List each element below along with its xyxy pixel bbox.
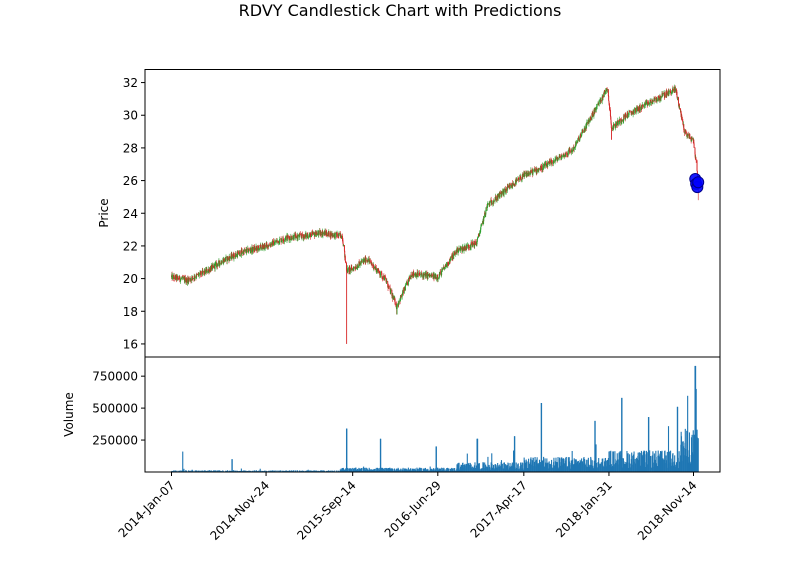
volume-panel: 250000 500000 750000 2014-Jan-07 2014-Nov-2… <box>62 357 720 543</box>
date-x-tick-label: 2014-Nov-24 <box>207 478 272 543</box>
volume-bar <box>621 398 622 472</box>
volume-bars <box>171 366 699 472</box>
volume-y-tick-label: 750000 <box>92 370 138 384</box>
price-y-tick-label: 18 <box>123 305 138 319</box>
volume-bar <box>487 457 488 472</box>
date-x-tick-label: 2014-Jan-07 <box>116 478 178 540</box>
prediction-point <box>693 177 704 188</box>
date-x-tick-label: 2015-Sep-14 <box>294 478 358 542</box>
price-y-tick-label: 22 <box>123 239 138 253</box>
volume-bar <box>677 407 678 472</box>
date-x-tick-label: 2018-Nov-14 <box>635 478 700 543</box>
price-y-tick-label: 32 <box>123 76 138 90</box>
price-y-tick-label: 20 <box>123 272 138 286</box>
price-y-tick-label: 16 <box>123 337 138 351</box>
price-y-tick-label: 28 <box>123 141 138 155</box>
volume-axis-label: Volume <box>62 392 76 437</box>
date-x-tick-label: 2016-Jun-29 <box>382 478 444 540</box>
price-y-tick-label: 30 <box>123 109 138 123</box>
price-y-tick-label: 24 <box>123 207 138 221</box>
date-x-tick-label: 2018-Jan-31 <box>553 478 615 540</box>
date-x-tick-label: 2017-Apr-17 <box>468 478 530 540</box>
price-y-axis: 16 18 20 22 24 26 28 30 32 <box>123 76 145 351</box>
volume-y-axis: 250000 500000 750000 <box>92 370 145 448</box>
price-candles <box>172 85 699 344</box>
volume-bar <box>698 438 699 472</box>
prediction-markers <box>690 173 704 192</box>
volume-bar <box>232 459 233 472</box>
date-x-axis: 2014-Jan-07 2014-Nov-24 2015-Sep-14 2016-Ju… <box>116 472 700 543</box>
volume-y-tick-label: 500000 <box>92 402 138 416</box>
price-axis-label: Price <box>97 198 111 227</box>
volume-bar <box>346 429 347 472</box>
volume-y-tick-label: 250000 <box>92 434 138 448</box>
price-y-tick-label: 26 <box>123 174 138 188</box>
volume-bar <box>514 436 515 472</box>
price-panel: 16 18 20 22 24 26 28 30 32 Price <box>97 70 720 358</box>
chart-title: RDVY Candlestick Chart with Predictions <box>239 1 562 20</box>
volume-bar <box>380 439 381 472</box>
volume-bar <box>182 452 183 472</box>
volume-bar <box>436 446 437 472</box>
